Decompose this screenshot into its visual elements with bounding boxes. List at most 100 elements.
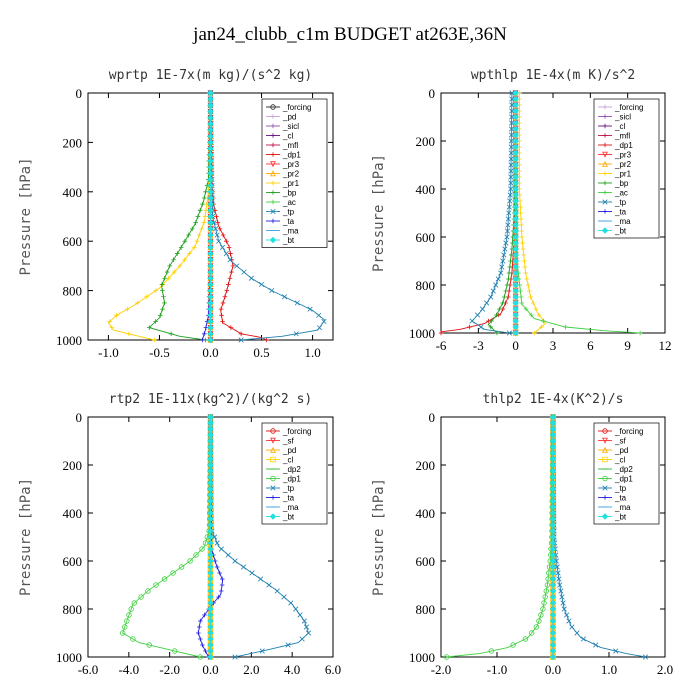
series-marker <box>522 264 528 270</box>
series-marker <box>197 636 203 642</box>
series-marker <box>207 262 214 270</box>
legend-label: _forcing <box>282 427 311 436</box>
series-marker <box>175 251 180 256</box>
x-tick-label: 2.0 <box>243 662 259 677</box>
legend-marker <box>601 227 609 234</box>
series-marker <box>257 576 264 582</box>
series-marker <box>520 240 525 246</box>
series-marker <box>506 270 512 276</box>
y-tick-label: 800 <box>416 278 436 293</box>
legend-entry: _mfl <box>598 132 630 141</box>
series-marker <box>207 281 214 288</box>
legend-marker <box>270 475 276 482</box>
series-marker <box>203 189 208 195</box>
series-marker <box>642 654 648 660</box>
series-marker <box>109 325 115 330</box>
series-marker <box>527 288 532 294</box>
series-marker <box>232 654 238 660</box>
series-marker <box>637 330 643 336</box>
series-tp <box>469 90 515 336</box>
series-marker <box>125 306 130 312</box>
series-marker <box>574 630 580 636</box>
series-marker <box>234 263 240 269</box>
series-marker <box>533 306 539 312</box>
series-marker <box>207 231 214 239</box>
legend-marker <box>602 475 608 482</box>
series-marker <box>124 618 130 624</box>
series-marker <box>207 170 214 177</box>
series-marker <box>301 618 307 624</box>
y-tick-label: 400 <box>416 182 436 197</box>
series-marker <box>508 132 514 138</box>
series-marker <box>161 576 168 582</box>
legend-entry: _cl <box>598 122 625 131</box>
series-marker <box>506 276 511 282</box>
y-tick-label: 600 <box>63 234 83 249</box>
series-marker <box>504 228 511 234</box>
y-tick-label: 200 <box>416 458 436 473</box>
series-marker <box>172 648 178 654</box>
x-tick-label: 4.0 <box>284 662 300 677</box>
chart-panel-2: wpthlp 1E-4x(m K)/s^2 Pressure [hPa] -6 -3 0… <box>371 68 672 353</box>
series-marker <box>509 96 515 102</box>
series-marker <box>500 300 505 306</box>
series-marker <box>126 612 132 618</box>
series-marker <box>532 330 537 336</box>
series-marker <box>266 582 272 588</box>
series-marker <box>207 95 214 103</box>
series-marker <box>138 594 144 600</box>
series-marker <box>107 319 113 324</box>
legend-marker <box>270 190 276 195</box>
series-marker <box>499 264 505 270</box>
legend-label: _ta <box>282 217 295 226</box>
series-marker <box>506 204 512 210</box>
series-marker <box>114 313 119 318</box>
y-tick-label: 1000 <box>409 650 435 665</box>
series-marker <box>498 270 504 276</box>
legend-entry: _pd <box>266 446 296 455</box>
series-bt <box>549 413 557 661</box>
series-marker <box>543 588 549 594</box>
series-marker <box>207 225 214 233</box>
legend-label: _pd <box>282 113 296 122</box>
series-marker <box>504 234 510 240</box>
legend-label: _bt <box>282 236 295 245</box>
legend-label: _forcing <box>282 103 311 112</box>
x-tick-label: 0.0 <box>202 345 218 360</box>
series-marker <box>200 201 205 207</box>
series-dp1 <box>443 414 556 660</box>
series-marker <box>200 337 205 343</box>
series-marker <box>207 318 214 325</box>
legend-entry: _mfl <box>266 141 298 150</box>
series-marker <box>182 257 187 263</box>
series-marker <box>215 220 221 225</box>
legend-entry: _pr1 <box>598 170 632 179</box>
x-tick-label: 0 <box>512 338 519 353</box>
legend-marker <box>602 190 608 195</box>
legend: _forcing_sf_pd_cl_dp2_dp1_tp_ta_ma_bt <box>593 422 660 525</box>
series-marker <box>558 588 564 594</box>
series-marker <box>207 108 214 115</box>
y-tick-label: 600 <box>63 554 83 569</box>
legend-entry: _pd <box>598 446 628 455</box>
series-marker <box>248 275 254 281</box>
y-tick-label: 600 <box>416 230 436 245</box>
series-marker <box>218 306 224 312</box>
series-marker <box>200 642 205 648</box>
legend-marker <box>602 456 608 463</box>
series-marker <box>497 306 502 312</box>
series-marker <box>469 318 475 324</box>
legend: _forcing_sf_pd_cl_dp2_dp1_tp_ta_ma_bt <box>261 422 328 525</box>
legend-label: _dp2 <box>614 465 633 474</box>
series-marker <box>505 216 511 222</box>
series-marker <box>479 306 486 312</box>
legend-marker <box>270 437 276 444</box>
series-bt <box>207 89 214 344</box>
series-marker <box>202 214 208 219</box>
legend-entry: _sf <box>598 437 626 446</box>
legend-marker <box>270 495 276 500</box>
x-tick-label: -6 <box>436 338 447 353</box>
legend-label: _ma <box>614 217 631 226</box>
series-marker <box>293 606 299 612</box>
legend-label: _bp <box>614 179 629 188</box>
